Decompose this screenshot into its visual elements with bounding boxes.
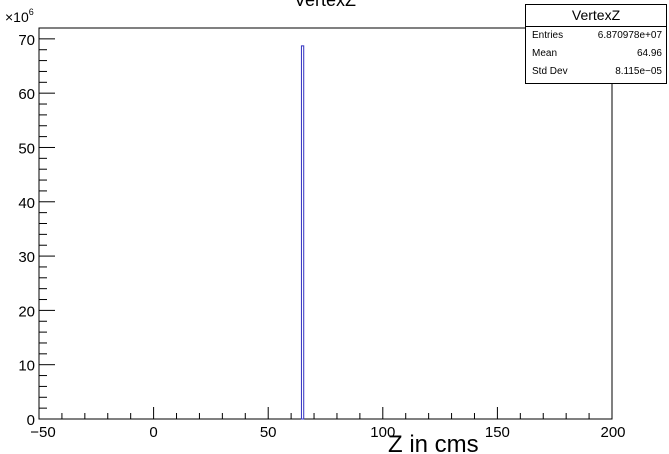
x-axis-label: Z in cms — [388, 431, 479, 454]
stats-value: 6.870978e+07 — [597, 30, 662, 41]
y-exponent: 6 — [29, 7, 34, 17]
plot-frame — [38, 27, 613, 420]
x-tick-label: −50 — [30, 424, 55, 441]
stats-title: VertexZ — [526, 5, 666, 27]
y-tick-label: 20 — [18, 303, 35, 320]
x-tick-label: 150 — [485, 424, 510, 441]
histogram-bars — [300, 45, 305, 420]
y-tick-label: 50 — [18, 140, 35, 157]
stats-label: Std Dev — [532, 66, 568, 77]
y-multiplier: ×106 — [5, 7, 34, 25]
stats-label: Mean — [532, 48, 558, 59]
stats-row-stddev: Std Dev 8.115e−05 — [526, 63, 666, 81]
stats-label: Entries — [532, 30, 564, 41]
x-tick-labels: −50 0 50 100 150 200 — [30, 424, 625, 441]
x-tick-label: 0 — [149, 424, 157, 441]
y-tick-label: 60 — [18, 86, 35, 103]
y-tick-label: 0 — [27, 412, 35, 429]
y-tick-label: 10 — [18, 358, 35, 375]
y-tick-label: 40 — [18, 195, 35, 212]
stats-box: VertexZ Entries 6.870978e+07 Mean 64.96 … — [525, 4, 667, 84]
histogram-bin — [300, 45, 305, 420]
axis-ticks — [38, 27, 613, 420]
chart-title: VertexZ — [294, 0, 356, 10]
y-tick-label: 70 — [18, 32, 35, 49]
x-tick-label: 100 — [370, 424, 395, 441]
x-tick-label: 50 — [260, 424, 277, 441]
stats-value: 8.115e−05 — [615, 66, 662, 77]
y-tick-labels: 0 10 20 30 40 50 60 70 — [18, 32, 35, 429]
stats-row-mean: Mean 64.96 — [526, 45, 666, 63]
stats-row-entries: Entries 6.870978e+07 — [526, 27, 666, 45]
x-tick-label: 200 — [600, 424, 625, 441]
y-tick-label: 30 — [18, 249, 35, 266]
stats-value: 64.96 — [636, 48, 662, 59]
